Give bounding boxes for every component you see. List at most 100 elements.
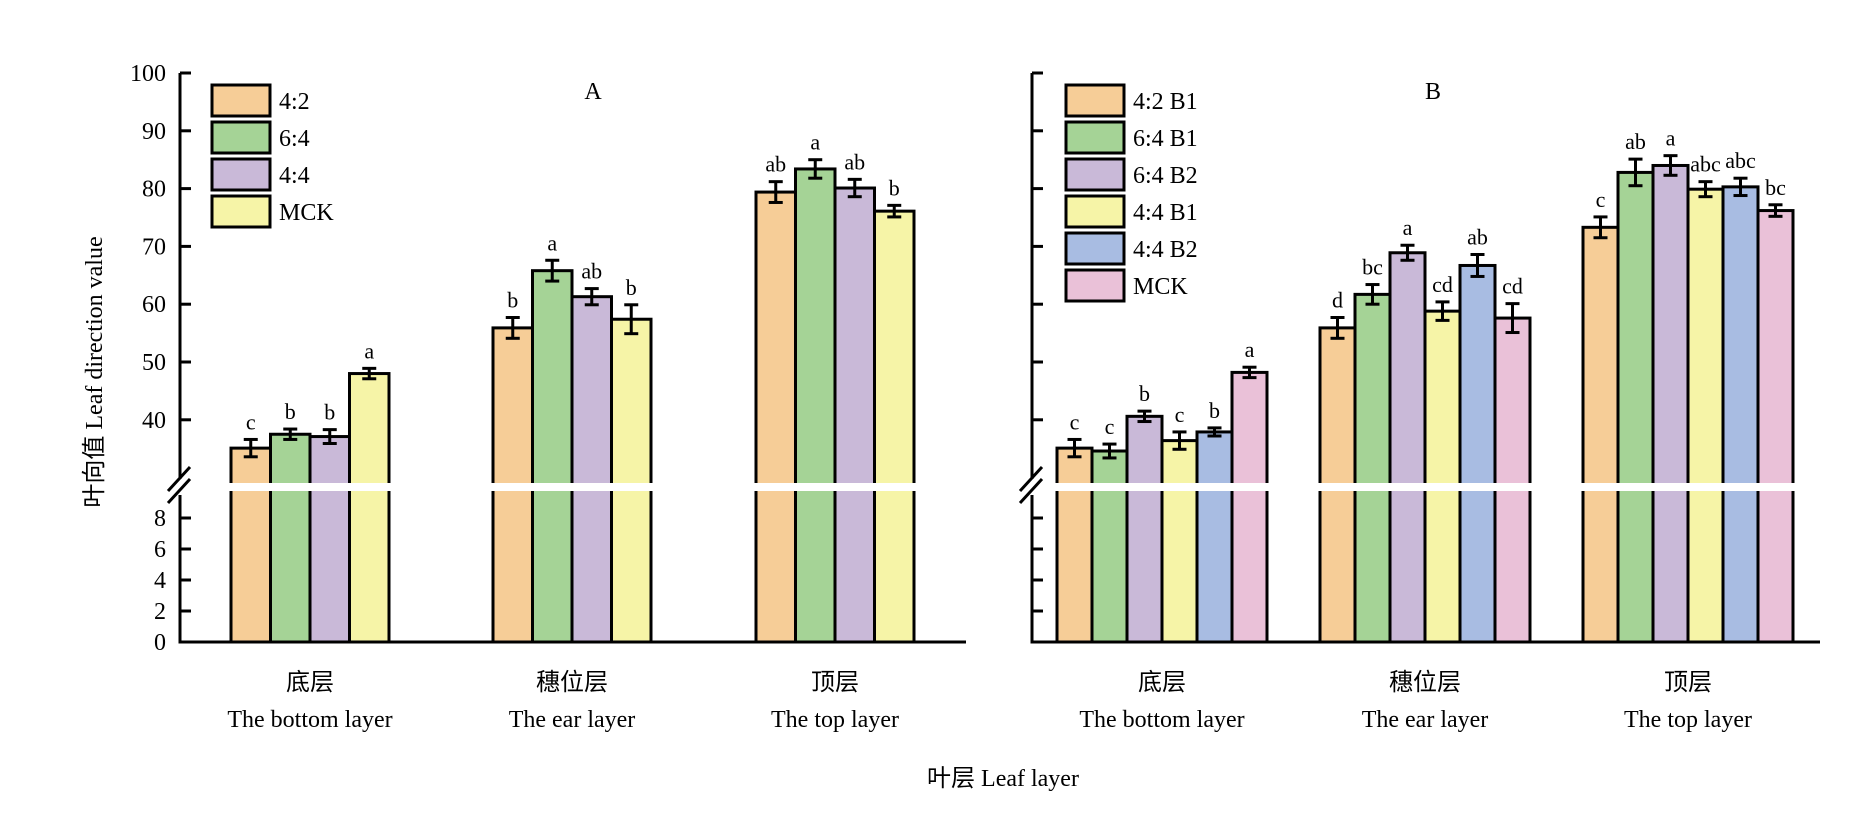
significance-label: bc [1362,255,1383,280]
bar-a [833,186,876,644]
legend-swatch [1064,231,1126,266]
bar-b [1756,209,1795,644]
significance-label: cd [1502,274,1523,299]
significance-label: abc [1725,148,1756,173]
panel-title: A [584,79,602,105]
legend-label: 4:2 B1 [1133,89,1198,115]
axis-break-mark [166,477,192,505]
bar-b [1353,292,1392,644]
bar-a [348,372,391,644]
bar-a [269,432,312,644]
axis-break-mark [166,465,192,493]
y-tick-label: 40 [142,408,166,434]
y-tick-label: 2 [154,599,166,625]
significance-label: a [810,130,820,155]
bar-a [308,435,351,644]
significance-label: a [364,338,374,363]
legend-label: 4:4 B2 [1133,237,1198,263]
significance-label: a [1403,215,1413,240]
legend-swatch [1064,83,1126,118]
significance-label: ab [581,259,602,284]
bar-b [1160,439,1199,644]
axis-break-mark [1018,465,1044,493]
bar-a [610,317,653,644]
legend-label: 4:4 [279,163,310,189]
legend-swatch [1064,268,1126,303]
significance-label: c [246,409,256,434]
legend-swatch [1064,194,1126,229]
legend-swatch [210,120,272,155]
y-axis-title: 叶向值 Leaf direction value [81,236,108,507]
axis-break-mark [1018,477,1044,505]
bar-b [1651,163,1690,644]
axis-break-gap [1052,483,1820,491]
significance-label: b [507,287,518,312]
x-tick-label-zh: 顶层 [1664,670,1712,696]
bar-b [1388,251,1427,644]
significance-label: c [1175,402,1185,427]
legend-label: 4:2 [279,89,310,115]
axis-break-gap [200,483,966,491]
legend-swatch [210,157,272,192]
legend-swatch [210,194,272,229]
x-tick-label-en: The top layer [1624,707,1752,733]
significance-label: c [1070,409,1080,434]
bar-b [1458,263,1497,644]
y-tick-label: 0 [154,630,166,656]
significance-label: cd [1432,272,1453,297]
bar-b [1686,187,1725,644]
bar-b [1581,225,1620,644]
significance-label: ab [1467,224,1488,249]
legend-label: 6:4 [279,126,310,152]
y-tick-label: 8 [154,506,166,532]
legend-label: MCK [279,200,334,226]
bar-a [531,269,574,644]
significance-label: d [1332,287,1343,312]
significance-label: b [1139,381,1150,406]
bar-a [570,295,613,644]
bar-b [1721,185,1760,644]
bar-a [754,190,797,644]
significance-label: b [285,399,296,424]
significance-label: abc [1690,152,1721,177]
y-tick-label: 70 [142,234,166,260]
y-tick-label: 100 [130,61,166,87]
x-tick-label-zh: 穗位层 [536,669,608,696]
y-tick-label: 50 [142,350,166,376]
y-tick-label: 90 [142,119,166,145]
bar-b [1230,370,1269,644]
bar-b [1055,446,1094,644]
significance-label: a [1245,337,1255,362]
x-tick-label-zh: 顶层 [811,670,859,696]
legend-label: 6:4 B1 [1133,126,1198,152]
significance-label: a [1666,126,1676,151]
x-tick-label-zh: 底层 [286,669,334,696]
significance-label: b [889,175,900,200]
x-tick-label-en: The bottom layer [1079,707,1244,733]
panel-title: B [1425,79,1441,105]
x-tick-label-zh: 穗位层 [1389,669,1461,696]
y-tick-label: 80 [142,177,166,203]
legend-swatch [1064,157,1126,192]
significance-label: c [1596,187,1606,212]
x-tick-label-en: The bottom layer [227,707,392,733]
significance-label: b [626,275,637,300]
bar-b [1090,449,1129,644]
y-tick-label: 6 [154,537,166,563]
bar-b [1423,309,1462,644]
x-tick-label-zh: 底层 [1138,669,1186,696]
legend-swatch [210,83,272,118]
significance-label: b [1209,398,1220,423]
y-tick-label: 60 [142,292,166,318]
x-axis-title: 叶层 Leaf layer [927,766,1079,792]
significance-label: ab [844,149,865,174]
legend-swatch [1064,120,1126,155]
significance-label: ab [765,152,786,177]
significance-label: c [1105,414,1115,439]
significance-label: a [547,230,557,255]
legend-label: 4:4 B1 [1133,200,1198,226]
x-tick-label-en: The ear layer [509,707,636,733]
